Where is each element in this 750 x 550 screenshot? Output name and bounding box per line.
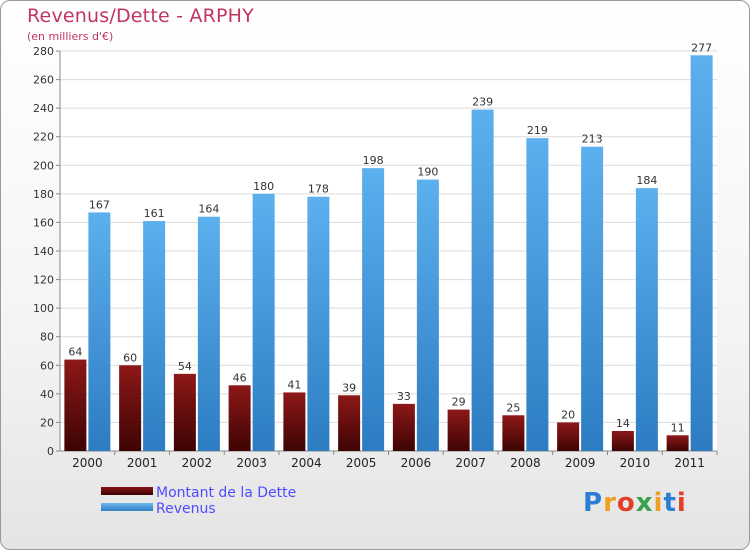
logo-letter: i (653, 488, 664, 518)
data-label: 239 (472, 96, 493, 109)
y-tick-label: 140 (33, 245, 54, 258)
x-tick-label: 2004 (291, 456, 322, 470)
y-tick-label: 100 (33, 302, 54, 315)
bar-dette (228, 385, 251, 451)
chart-title: Revenus/Dette - ARPHY (27, 5, 254, 27)
bar-revenus (581, 146, 604, 451)
legend-swatch-dette (101, 487, 153, 495)
data-label: 41 (287, 378, 301, 391)
data-label: 198 (363, 154, 384, 167)
y-tick-label: 240 (33, 102, 54, 115)
bar-dette (338, 395, 361, 451)
y-tick-label: 160 (33, 216, 54, 229)
y-tick-label: 80 (40, 331, 54, 344)
chart-subtitle: (en milliers d'€) (27, 30, 114, 43)
bar-dette (119, 365, 142, 451)
bar-revenus (635, 188, 658, 451)
bar-dette (173, 373, 196, 451)
data-label: 39 (342, 381, 356, 394)
bar-dette (611, 431, 634, 451)
logo-letter: o (616, 488, 636, 518)
data-label: 277 (691, 41, 712, 54)
data-label: 184 (636, 174, 657, 187)
proxiti-logo: Proxiti (583, 488, 687, 518)
bar-dette (283, 392, 306, 451)
bar-revenus (690, 55, 713, 452)
legend-label-dette: Montant de la Dette (156, 485, 297, 501)
x-tick-label: 2007 (455, 456, 486, 470)
data-label: 161 (144, 207, 165, 220)
data-label: 219 (527, 124, 548, 137)
bar-dette (447, 409, 470, 451)
bar-revenus (197, 216, 220, 451)
x-tick-label: 2010 (620, 456, 651, 470)
bar-revenus (362, 168, 385, 451)
y-tick-label: 40 (40, 388, 54, 401)
x-tick-label: 2006 (401, 456, 432, 470)
logo-letter: i (676, 488, 687, 518)
bar-revenus (526, 138, 549, 451)
legend-label-revenus: Revenus (156, 501, 216, 517)
data-label: 29 (452, 396, 466, 409)
x-tick-label: 2009 (565, 456, 596, 470)
data-label: 33 (397, 390, 411, 403)
logo-letter: x (635, 488, 654, 518)
logo-letter: r (603, 488, 617, 518)
data-label: 46 (233, 371, 247, 384)
y-tick-label: 20 (40, 416, 54, 429)
data-label: 190 (417, 166, 438, 179)
logo-letter: t (663, 488, 677, 518)
bar-dette (392, 403, 415, 451)
bar-revenus (471, 109, 494, 452)
y-tick-label: 0 (47, 445, 54, 458)
x-tick-label: 2001 (127, 456, 158, 470)
x-tick-label: 2002 (182, 456, 213, 470)
y-tick-label: 200 (33, 159, 54, 172)
data-label: 11 (671, 421, 685, 434)
data-label: 167 (89, 198, 110, 211)
bar-dette (557, 422, 580, 451)
x-tick-label: 2000 (72, 456, 103, 470)
y-tick-label: 220 (33, 131, 54, 144)
bar-revenus (252, 193, 275, 451)
data-label: 14 (616, 417, 630, 430)
bar-revenus (416, 179, 439, 452)
data-label: 60 (123, 351, 137, 364)
bar-dette (502, 415, 525, 451)
data-label: 180 (253, 180, 274, 193)
y-tick-label: 280 (33, 45, 54, 58)
bar-dette (64, 359, 87, 451)
logo-letter: P (583, 488, 604, 518)
y-tick-label: 260 (33, 74, 54, 87)
legend-swatch-revenus (101, 503, 153, 511)
x-tick-label: 2003 (236, 456, 267, 470)
data-label: 64 (68, 346, 82, 359)
y-tick-label: 120 (33, 274, 54, 287)
data-label: 20 (561, 408, 575, 421)
x-tick-label: 2005 (346, 456, 377, 470)
bar-revenus (143, 221, 166, 451)
data-label: 25 (506, 401, 520, 414)
data-label: 213 (582, 133, 603, 146)
bar-revenus (307, 196, 330, 451)
data-label: 164 (198, 203, 219, 216)
data-label: 178 (308, 183, 329, 196)
x-tick-label: 2011 (674, 456, 705, 470)
data-label: 54 (178, 360, 192, 373)
bar-dette (666, 435, 689, 451)
y-tick-label: 60 (40, 359, 54, 372)
bar-revenus (88, 212, 111, 451)
x-tick-label: 2008 (510, 456, 541, 470)
y-tick-label: 180 (33, 188, 54, 201)
